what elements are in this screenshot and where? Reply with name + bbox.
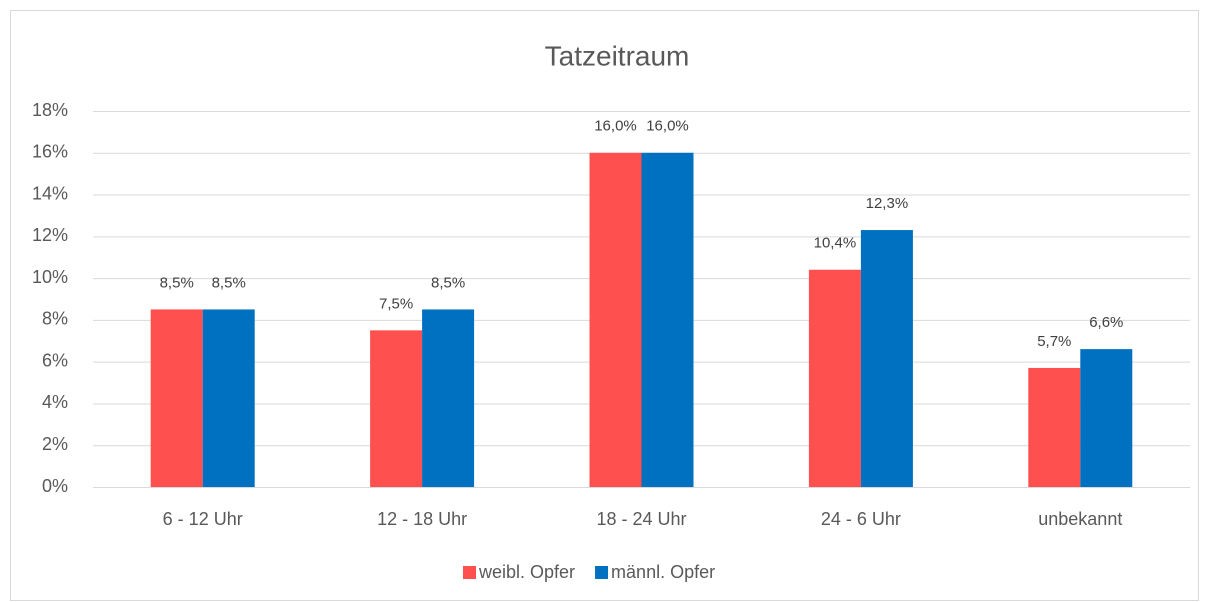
y-tick-label: 16%: [32, 142, 68, 162]
bar: [150, 309, 203, 487]
bar: [808, 269, 861, 487]
legend-label: männl. Opfer: [611, 562, 715, 582]
value-label: 8,5%: [212, 274, 246, 291]
legend-swatch: [463, 566, 476, 579]
value-label: 5,7%: [1037, 333, 1071, 350]
bar: [1080, 349, 1133, 487]
value-label: 8,5%: [160, 274, 194, 291]
y-tick-label: 4%: [42, 392, 68, 412]
y-tick-label: 0%: [42, 476, 68, 496]
y-tick-label: 10%: [32, 267, 68, 287]
y-tick-label: 6%: [42, 350, 68, 370]
legend-label: weibl. Opfer: [478, 562, 575, 582]
legend-swatch: [595, 566, 609, 579]
y-tick-label: 18%: [32, 100, 68, 120]
value-label: 16,0%: [594, 118, 637, 135]
bar: [422, 309, 475, 487]
x-tick-label: 12 - 18 Uhr: [377, 509, 467, 529]
y-tick-label: 14%: [32, 183, 68, 203]
value-label: 12,3%: [866, 195, 909, 212]
y-tick-label: 2%: [42, 434, 68, 454]
value-label: 16,0%: [646, 118, 689, 135]
chart-title: Tatzeitraum: [545, 40, 690, 71]
x-tick-label: 6 - 12 Uhr: [163, 509, 243, 529]
value-label: 6,6%: [1089, 314, 1123, 331]
y-tick-label: 12%: [32, 225, 68, 245]
bar: [641, 152, 694, 487]
bar: [589, 152, 642, 487]
bar: [202, 309, 255, 487]
x-tick-label: unbekannt: [1038, 509, 1122, 529]
bar: [370, 330, 423, 487]
y-tick-label: 8%: [42, 309, 68, 329]
value-label: 10,4%: [814, 235, 857, 252]
bar: [1028, 367, 1081, 487]
x-tick-label: 18 - 24 Uhr: [596, 509, 686, 529]
x-tick-label: 24 - 6 Uhr: [821, 509, 901, 529]
bar: [860, 230, 913, 488]
value-label: 7,5%: [379, 295, 413, 312]
value-label: 8,5%: [431, 274, 465, 291]
